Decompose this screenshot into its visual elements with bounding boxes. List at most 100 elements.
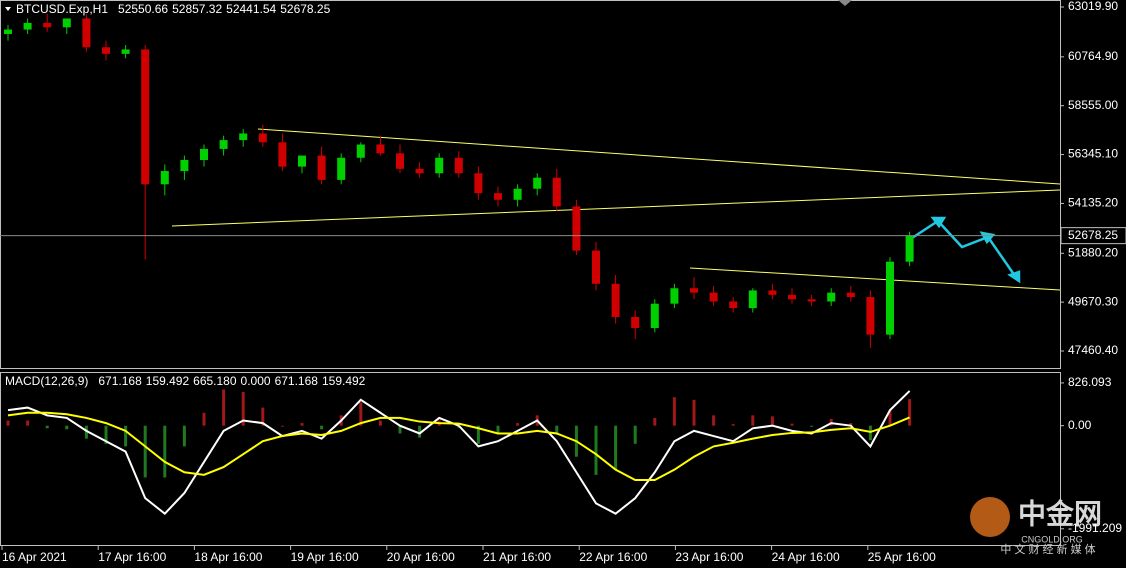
- candle-body: [905, 235, 914, 262]
- header-value: 671.168: [275, 374, 319, 388]
- x-tick-label: 20 Apr 16:00: [387, 550, 455, 564]
- header-value: 159.492: [146, 374, 190, 388]
- histogram-bar: [143, 425, 147, 478]
- candle-body: [552, 177, 561, 207]
- histogram-bar: [496, 425, 500, 434]
- candle-body: [141, 49, 150, 185]
- x-tick-label: 22 Apr 16:00: [579, 550, 647, 564]
- trendline: [171, 189, 1061, 227]
- candle-body: [513, 188, 522, 200]
- logo: [970, 497, 1010, 537]
- x-tick-label: 16 Apr 2021: [2, 550, 67, 564]
- histogram-bar: [516, 423, 520, 426]
- price-header: BTCUSD.Exp,H1 52550.66 52857.32 52441.54 526…: [16, 2, 331, 16]
- histogram-bar: [888, 410, 892, 426]
- candle-body: [709, 292, 718, 302]
- y-tick-label: 58555.00: [1068, 98, 1118, 112]
- histogram-bar: [849, 423, 853, 426]
- x-tick-label: 24 Apr 16:00: [772, 550, 840, 564]
- candle-body: [748, 290, 757, 309]
- histogram-bar: [84, 425, 88, 439]
- candle-body: [82, 18, 91, 48]
- macd-line: [7, 411, 910, 482]
- candle-body: [611, 283, 620, 317]
- histogram-bar: [731, 424, 735, 426]
- header-value: 665.180: [193, 374, 237, 388]
- histogram-bar: [320, 425, 324, 430]
- histogram-bar: [124, 425, 128, 447]
- candle-body: [631, 316, 640, 329]
- menu-triangle[interactable]: [5, 7, 11, 11]
- trendlines: [171, 128, 1061, 291]
- price-label-box: [1060, 227, 1126, 245]
- histogram-bar: [653, 417, 657, 426]
- histogram-bar: [359, 402, 363, 426]
- candle-body: [180, 159, 189, 172]
- histogram-bar: [26, 420, 30, 426]
- candle-body: [219, 140, 228, 149]
- histogram-bar: [751, 415, 755, 426]
- histogram-bar: [300, 423, 304, 426]
- candle-body: [846, 292, 855, 298]
- header-value: 52550.66: [118, 2, 168, 16]
- candle-body: [102, 47, 110, 54]
- header-value: 52441.54: [226, 2, 276, 16]
- histogram-bar: [418, 425, 422, 438]
- candle-body: [454, 157, 463, 174]
- arrow-head: [930, 216, 947, 229]
- candle-body: [533, 177, 542, 189]
- candle-body: [43, 22, 52, 28]
- x-tick-label: 21 Apr 16:00: [483, 550, 551, 564]
- candle-body: [121, 49, 130, 54]
- histogram-bar: [712, 415, 716, 426]
- header-value: 671.168: [98, 374, 142, 388]
- arrow-head: [1007, 270, 1021, 284]
- y-tick-label: 51880.20: [1068, 245, 1118, 259]
- macd-panel: [0, 372, 1061, 546]
- histogram-bar: [633, 425, 637, 444]
- candle-body: [866, 297, 875, 335]
- candle-body: [592, 250, 600, 284]
- price-label: 52678.25: [1068, 228, 1118, 242]
- histogram-bar: [868, 425, 872, 441]
- histogram-bar: [163, 425, 167, 478]
- y-tick-label: 0.00: [1068, 418, 1092, 432]
- candle-body: [788, 294, 796, 300]
- candle-body: [435, 157, 444, 174]
- candle-body: [200, 148, 208, 160]
- trendline: [257, 128, 1061, 185]
- candle-body: [670, 288, 679, 304]
- histogram-bar: [908, 399, 912, 426]
- histogram-bar: [104, 425, 108, 444]
- histogram-bar: [790, 423, 794, 426]
- candle-body: [356, 144, 365, 158]
- candle-body: [317, 155, 326, 180]
- y-tick-label: 49670.30: [1068, 294, 1118, 308]
- watermark: 中金网 CNGOLD.ORG 中 文 财 经 新 媒 体: [970, 497, 1102, 556]
- candle-body: [239, 133, 248, 141]
- price-panel: [0, 0, 1061, 369]
- watermark-name: 中金网: [1018, 497, 1102, 529]
- histogram-bar: [555, 425, 559, 434]
- histogram-bar: [672, 397, 676, 426]
- y-tick-label: 826.093: [1068, 375, 1112, 389]
- candles: [4, 14, 914, 348]
- candle-body: [298, 155, 306, 167]
- y-tick-label: 56345.10: [1068, 147, 1118, 161]
- histogram-bar: [65, 425, 69, 430]
- y-tick-label: 54135.20: [1068, 196, 1118, 210]
- candle-body: [337, 157, 346, 180]
- histogram-bar: [45, 425, 49, 429]
- candle-body: [572, 206, 581, 251]
- x-tick-label: 18 Apr 16:00: [194, 550, 262, 564]
- candle-body: [4, 29, 12, 34]
- histogram-bar: [614, 425, 618, 470]
- header-value: 0.000: [241, 374, 271, 388]
- candle-body: [827, 292, 836, 302]
- watermark-site: CNGOLD.ORG: [1021, 534, 1083, 544]
- watermark-slogan: 中 文 财 经 新 媒 体: [1000, 542, 1095, 556]
- candle-body: [807, 299, 816, 302]
- candle-body: [23, 22, 32, 30]
- candle-body: [258, 133, 267, 143]
- histogram-bar: [378, 420, 382, 426]
